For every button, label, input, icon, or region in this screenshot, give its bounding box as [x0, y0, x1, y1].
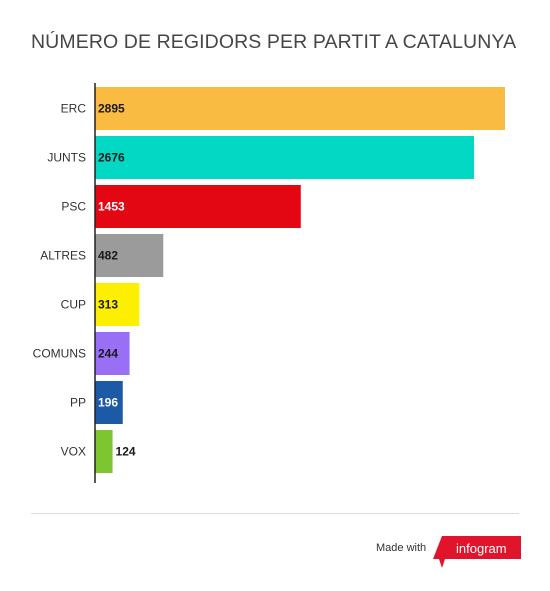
value-label-psc: 1453 — [98, 200, 125, 214]
bar-cup[interactable] — [95, 283, 140, 326]
value-label-pp: 196 — [98, 396, 118, 410]
chart-title: NÚMERO DE REGIDORS PER PARTIT A CATALUNY… — [31, 31, 517, 53]
value-label-cup: 313 — [98, 298, 118, 312]
bar-psc[interactable] — [95, 185, 301, 228]
category-label-pp: PP — [70, 396, 86, 410]
value-label-vox: 124 — [116, 445, 136, 459]
category-label-altres: ALTRES — [40, 249, 86, 263]
bar-vox[interactable] — [95, 430, 113, 473]
made-with-label: Made with — [376, 542, 427, 554]
category-label-comuns: COMUNS — [33, 347, 86, 361]
infogram-brand-label[interactable]: infogram — [456, 541, 507, 556]
bar-comuns[interactable] — [95, 332, 130, 375]
bar-altres[interactable] — [95, 234, 164, 277]
value-label-junts: 2676 — [98, 151, 125, 165]
bar-pp[interactable] — [95, 381, 123, 424]
category-label-junts: JUNTS — [47, 151, 86, 165]
category-label-psc: PSC — [61, 200, 86, 214]
category-label-cup: CUP — [61, 298, 86, 312]
value-label-altres: 482 — [98, 249, 118, 263]
footer-divider — [31, 513, 519, 514]
category-label-erc: ERC — [61, 102, 87, 116]
category-label-vox: VOX — [61, 445, 86, 459]
bar-erc[interactable] — [95, 87, 505, 130]
infogram-logo[interactable] — [433, 536, 521, 568]
bar-junts[interactable] — [95, 136, 474, 179]
value-label-erc: 2895 — [98, 102, 125, 116]
value-label-comuns: 244 — [98, 347, 118, 361]
